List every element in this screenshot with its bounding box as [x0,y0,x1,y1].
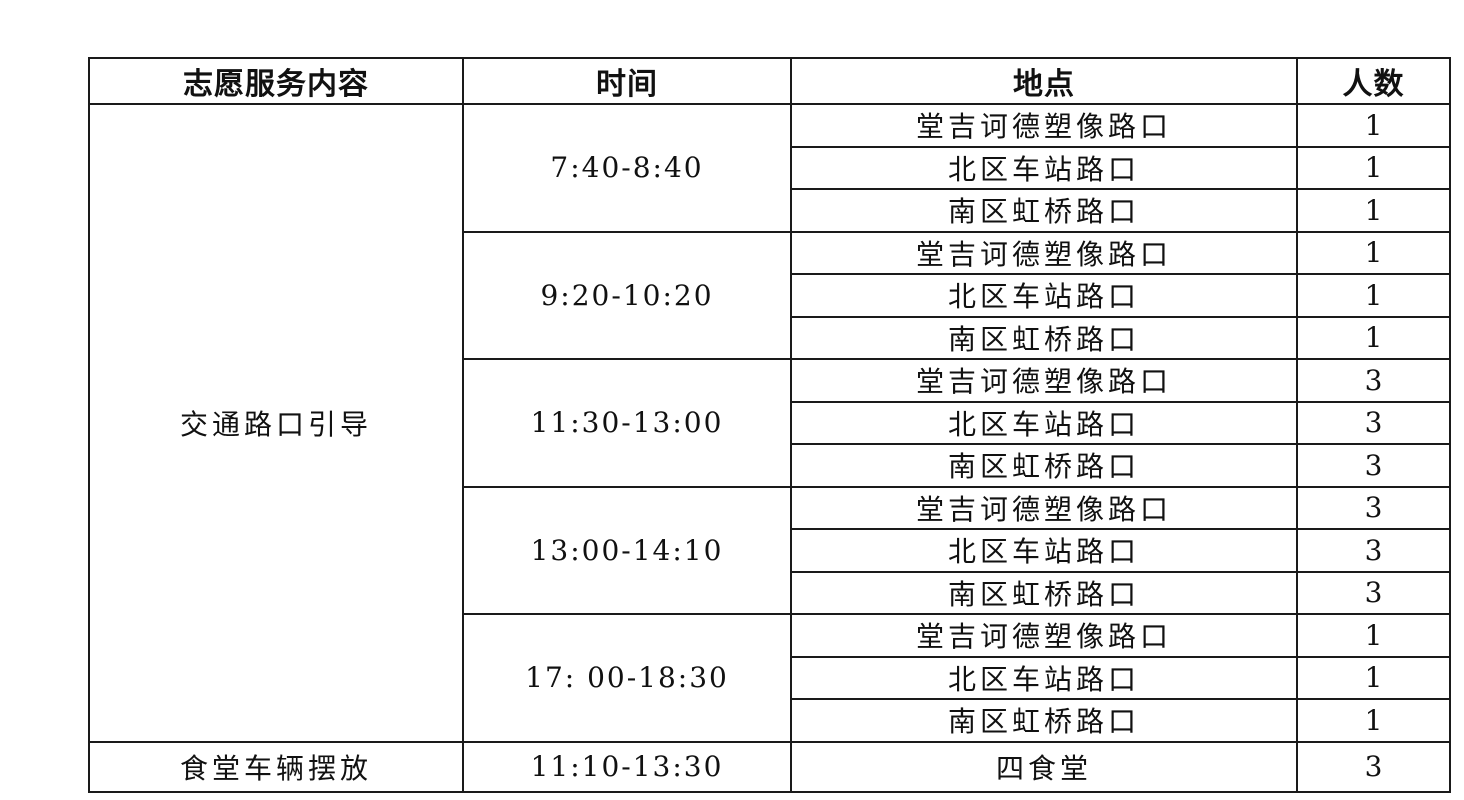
location-cell: 北区车站路口 [790,528,1298,573]
time-cell: 9:20-10:20 [462,230,792,360]
location-cell: 四食堂 [790,740,1298,793]
service-cell: 食堂车辆摆放 [88,740,464,793]
location-cell: 南区虹桥路口 [790,315,1298,360]
header-count: 人数 [1296,57,1451,105]
table-row: 食堂车辆摆放 11:10-13:30 四食堂 3 [88,740,1451,793]
time-cell: 11:30-13:00 [462,358,792,488]
table-row: 11:30-13:00 堂吉诃德塑像路口 3 [89,358,1451,488]
time-cell: 11:10-13:30 [462,740,792,793]
header-row: 志愿服务内容 时间 地点 人数 [88,57,1451,105]
location-cell: 堂吉诃德塑像路口 [790,103,1298,148]
location-cell: 南区虹桥路口 [790,570,1298,615]
table-row: 17: 00-18:30 堂吉诃德塑像路口 1 [89,613,1451,743]
time-cell: 17: 00-18:30 [462,613,792,743]
count-cell: 1 [1296,188,1451,233]
count-cell: 3 [1296,358,1451,403]
count-cell: 1 [1296,145,1451,190]
header-location: 地点 [790,57,1298,105]
count-cell: 1 [1296,230,1451,275]
time-cell: 13:00-14:10 [462,485,792,615]
table-row: 北区车站路口 3 [89,528,1451,573]
count-cell: 1 [1296,273,1451,318]
count-cell: 1 [1296,103,1451,148]
table-row: 北区车站路口 3 [89,400,1451,445]
location-cell: 南区虹桥路口 [790,698,1298,743]
location-cell: 堂吉诃德塑像路口 [790,485,1298,530]
location-cell: 堂吉诃德塑像路口 [790,358,1298,403]
table-row: 北区车站路口 1 [89,145,1451,190]
location-cell: 北区车站路口 [790,655,1298,700]
count-cell: 3 [1296,400,1451,445]
table-row: 南区虹桥路口 3 [89,443,1451,488]
count-cell: 1 [1296,698,1451,743]
count-cell: 1 [1296,315,1451,360]
table-row: 交通路口引导 7:40-8:40 堂吉诃德塑像路口 1 [88,103,1451,743]
count-cell: 1 [1296,613,1451,658]
table-row: 9:20-10:20 堂吉诃德塑像路口 1 [89,230,1451,360]
location-cell: 北区车站路口 [790,145,1298,190]
count-cell: 3 [1296,485,1451,530]
location-cell: 北区车站路口 [790,273,1298,318]
table-row: 南区虹桥路口 1 [89,698,1451,743]
location-cell: 北区车站路口 [790,400,1298,445]
table-row: 南区虹桥路口 1 [89,315,1451,360]
table-row: 北区车站路口 1 [89,273,1451,318]
count-cell: 3 [1296,740,1451,793]
count-cell: 3 [1296,528,1451,573]
location-cell: 南区虹桥路口 [790,188,1298,233]
count-cell: 3 [1296,570,1451,615]
table-row: 北区车站路口 1 [89,655,1451,700]
volunteer-schedule-table: 志愿服务内容 时间 地点 人数 交通路口引导 7:40-8:40 堂吉诃德塑像路口 1… [88,57,1451,793]
table-row: 南区虹桥路口 1 [89,188,1451,233]
service-cell: 交通路口引导 [88,103,464,743]
location-cell: 堂吉诃德塑像路口 [790,230,1298,275]
location-cell: 南区虹桥路口 [790,443,1298,488]
header-service: 志愿服务内容 [88,57,464,105]
table-body: 交通路口引导 7:40-8:40 堂吉诃德塑像路口 1 北区车站路口 1 南区虹桥路口 1 9:… [88,103,1451,793]
table-row: 南区虹桥路口 3 [89,570,1451,615]
header-time: 时间 [462,57,792,105]
time-cell: 7:40-8:40 [462,103,792,233]
count-cell: 1 [1296,655,1451,700]
table-row: 13:00-14:10 堂吉诃德塑像路口 3 [89,485,1451,615]
location-cell: 堂吉诃德塑像路口 [790,613,1298,658]
count-cell: 3 [1296,443,1451,488]
